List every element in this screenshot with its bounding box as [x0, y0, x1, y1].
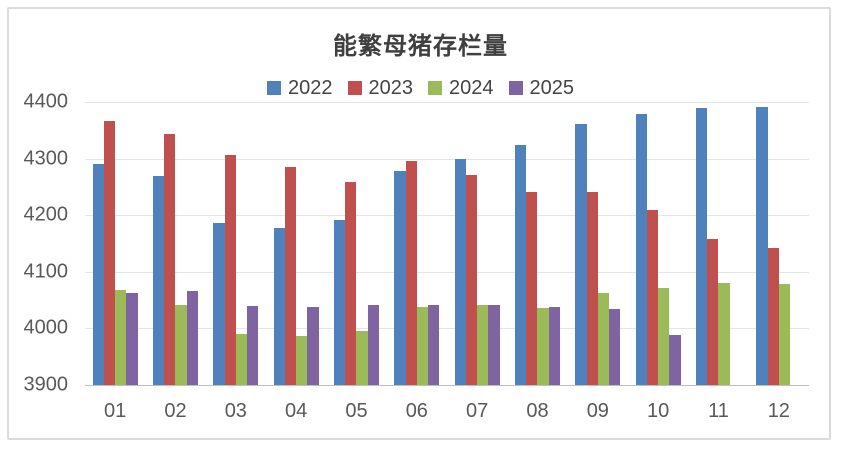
legend-label: 2022 [288, 76, 333, 99]
y-tick-label: 3900 [23, 373, 69, 396]
category-band-08: 08 [507, 102, 567, 422]
bar-2022-10 [635, 113, 647, 385]
gridline [85, 102, 809, 103]
category-band-02: 02 [145, 102, 205, 422]
legend-item-2023: 2023 [347, 76, 414, 100]
bar-2022-03 [213, 223, 225, 385]
category-band-05: 05 [326, 102, 386, 422]
bar-2022-02 [152, 176, 165, 385]
x-tick-label: 08 [526, 400, 549, 422]
bar-2023-09 [586, 192, 598, 385]
y-tick-label: 4400 [23, 90, 69, 113]
bar-2024-07 [477, 305, 489, 385]
bar-2023-04 [284, 167, 297, 385]
bar-2024-09 [597, 293, 610, 385]
x-tick-label: 02 [164, 400, 187, 422]
category-band-12: 12 [749, 102, 809, 422]
bar-2025-08 [548, 307, 561, 385]
y-tick-label: 4300 [23, 147, 69, 170]
y-tick-label: 4100 [23, 260, 69, 283]
bar-2025-02 [186, 291, 199, 385]
bar-2025-07 [488, 304, 500, 385]
category-band-04: 04 [266, 102, 326, 422]
x-tick-label: 09 [586, 400, 609, 422]
bar-2022-05 [333, 219, 346, 385]
gridline [85, 158, 809, 160]
bar-2024-01 [115, 290, 127, 385]
category-band-09: 09 [568, 102, 628, 422]
category-band-10: 10 [628, 102, 688, 422]
bar-2024-06 [416, 307, 429, 385]
bar-2024-10 [658, 287, 670, 385]
bar-2022-08 [514, 145, 527, 385]
x-tick-label: 07 [466, 400, 489, 422]
legend-label: 2023 [368, 76, 414, 99]
bar-2024-12 [778, 284, 791, 385]
bar-2023-01 [103, 120, 116, 385]
bar-2022-01 [92, 164, 104, 385]
legend-item-2022: 2022 [267, 77, 333, 100]
legend-swatch-2023 [347, 81, 362, 95]
x-axis-line [85, 385, 809, 386]
x-tick-label: 10 [647, 400, 670, 422]
bar-2023-08 [526, 192, 538, 385]
bar-2023-05 [345, 182, 357, 385]
x-tick-label: 06 [405, 400, 428, 422]
x-tick-label: 04 [285, 400, 308, 422]
bar-2022-07 [454, 159, 466, 385]
bar-2024-11 [718, 283, 730, 385]
category-band-06: 06 [387, 102, 447, 422]
bar-2025-09 [609, 308, 621, 385]
bar-2024-08 [537, 308, 549, 385]
y-tick-label: 4200 [23, 203, 69, 226]
legend-item-2025: 2025 [508, 76, 575, 100]
bar-2025-05 [367, 304, 380, 385]
bar-2023-02 [164, 134, 176, 385]
bar-2024-02 [175, 304, 187, 385]
y-axis: 3900 4000 4100 4200 4300 4400 [0, 91, 74, 396]
plot-area: 01 02 03 04 05 06 07 08 09 10 11 12 [85, 102, 809, 422]
x-tick-label: 05 [345, 400, 368, 422]
bar-2024-05 [356, 330, 368, 385]
legend-swatch-2022 [267, 81, 281, 95]
legend-label: 2025 [529, 76, 575, 99]
bar-2025-01 [126, 293, 138, 385]
bar-2023-07 [465, 175, 478, 385]
category-band-07: 07 [447, 102, 507, 422]
bar-2023-12 [767, 248, 779, 385]
bar-2022-12 [756, 107, 768, 385]
chart-title: 能繁母猪存栏量 [333, 33, 508, 60]
bar-2022-09 [575, 123, 587, 385]
gridline [85, 215, 809, 217]
bar-2022-06 [394, 171, 406, 385]
bar-2022-11 [695, 108, 708, 385]
bar-2025-04 [307, 307, 319, 385]
legend-label: 2024 [449, 76, 494, 99]
x-tick-label: 01 [104, 400, 127, 422]
gridline [85, 271, 809, 273]
bar-2023-11 [707, 238, 719, 385]
bar-2024-03 [235, 333, 248, 385]
bar-2023-03 [224, 155, 236, 385]
legend-swatch-2024 [428, 81, 442, 95]
legend: 2022 2023 2024 2025 [0, 77, 841, 99]
bar-2024-04 [296, 336, 308, 385]
x-tick-label: 11 [708, 400, 729, 422]
category-band-11: 11 [688, 102, 748, 422]
category-band-03: 03 [206, 102, 266, 422]
bar-2025-10 [669, 334, 681, 385]
gridline [85, 328, 809, 330]
x-tick-label: 03 [224, 400, 247, 422]
bar-2025-03 [247, 306, 259, 385]
bar-2023-06 [405, 161, 417, 385]
category-band-01: 01 [85, 102, 145, 422]
legend-swatch-2025 [508, 81, 523, 95]
bar-2023-10 [646, 209, 659, 385]
bar-2022-04 [273, 228, 285, 385]
legend-item-2024: 2024 [428, 77, 494, 100]
bar-2025-06 [428, 304, 440, 385]
y-tick-label: 4000 [23, 316, 69, 339]
x-tick-label: 12 [767, 400, 790, 422]
